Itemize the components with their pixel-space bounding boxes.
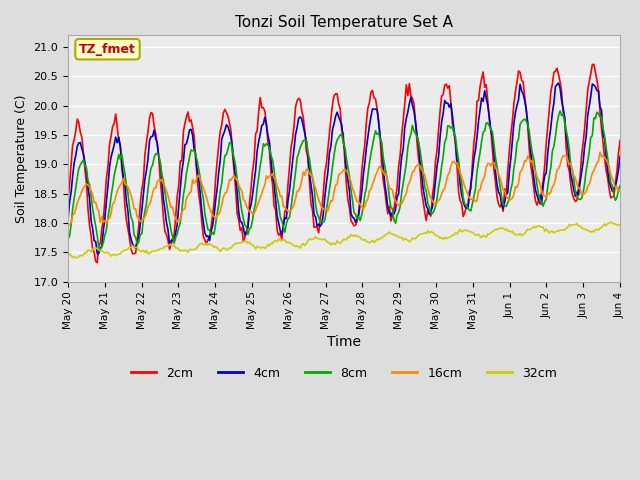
Y-axis label: Soil Temperature (C): Soil Temperature (C) (15, 94, 28, 223)
Legend: 2cm, 4cm, 8cm, 16cm, 32cm: 2cm, 4cm, 8cm, 16cm, 32cm (126, 362, 562, 385)
X-axis label: Time: Time (327, 335, 361, 349)
Title: Tonzi Soil Temperature Set A: Tonzi Soil Temperature Set A (235, 15, 453, 30)
Text: TZ_fmet: TZ_fmet (79, 43, 136, 56)
